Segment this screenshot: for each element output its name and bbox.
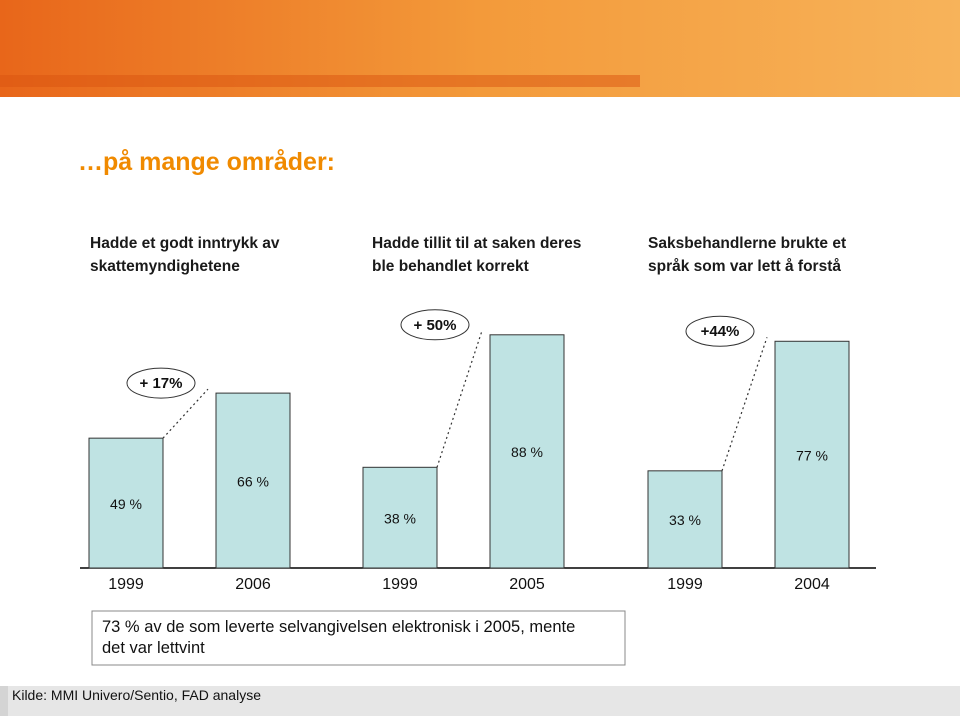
annotation: + 50% [414,317,457,334]
value-label: 33 % [669,512,701,528]
source: Kilde: MMI Univero/Sentio, FAD analyse [12,687,261,703]
value-label: 88 % [511,444,543,460]
annotation-bubble [400,309,470,341]
x-tick-label: 1999 [108,576,144,593]
x-tick-label: 2006 [235,576,271,593]
x-tick-label: 1999 [382,576,418,593]
value-label: 66 % [237,473,269,489]
banner-stripe [0,75,640,87]
annotation: +44% [701,323,740,340]
chart-title: Hadde et godt inntrykk av skattemyndighe… [90,235,280,275]
value-label: 38 % [384,510,416,526]
chart-title: Saksbehandlerne brukte et språk som var … [648,235,847,275]
x-tick-label: 2005 [509,576,545,593]
bar [215,392,291,569]
bar [647,470,723,569]
x-tick-label: 2004 [794,576,830,593]
connector [162,388,209,439]
annotation: + 17% [140,375,183,392]
note: 73 % av de som leverte selvangivelsen el… [102,618,576,657]
value-label: 49 % [110,496,142,512]
bar [774,340,850,569]
connector [436,330,483,468]
slide-heading: …på mange områder: [78,148,336,176]
source-band-inner [8,686,960,716]
note-box [91,610,626,666]
chart-title: Hadde tillit til at saken deres ble beha… [372,235,582,275]
x-tick-label: 1999 [667,576,703,593]
value-label: 77 % [796,447,828,463]
bar [489,334,565,569]
annotation-bubble [126,367,196,399]
connector [721,337,768,472]
bar [362,466,438,569]
annotation-bubble [685,315,755,347]
bar [88,437,164,569]
